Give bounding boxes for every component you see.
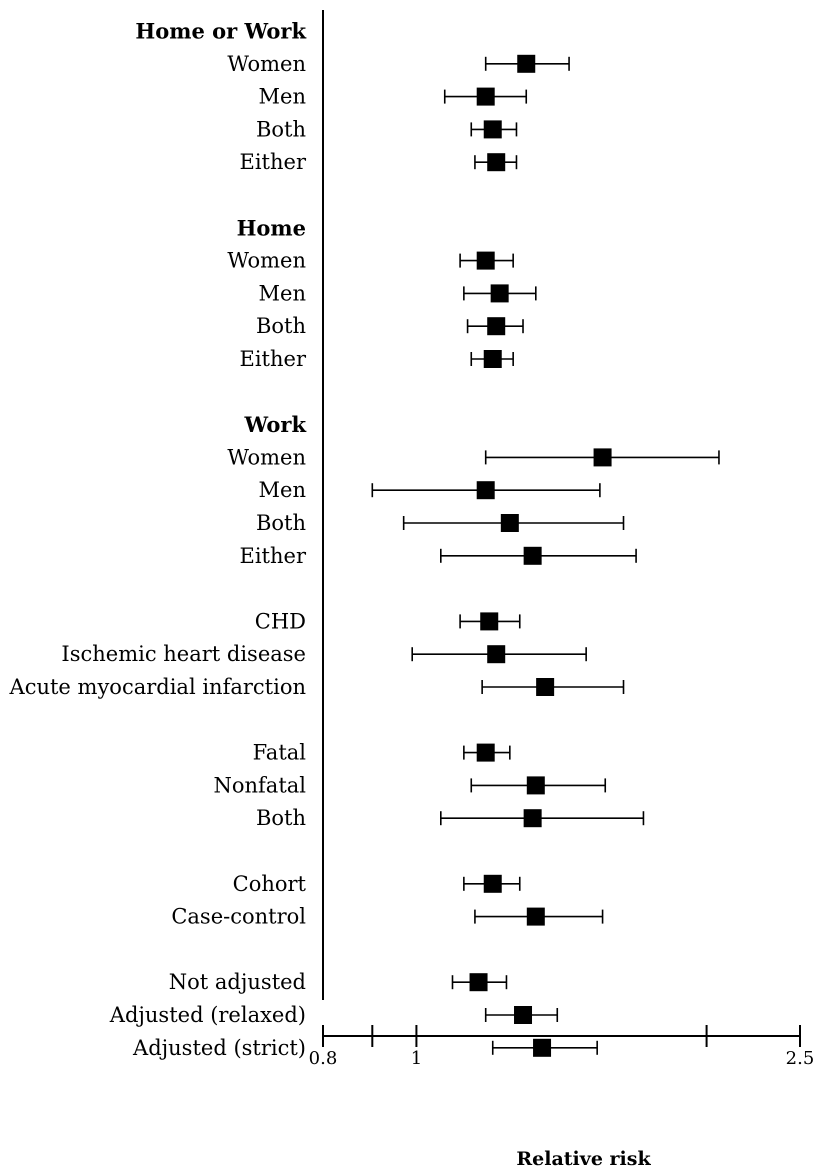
row-label: Fatal bbox=[253, 741, 307, 765]
point-estimate-marker bbox=[500, 514, 519, 532]
point-estimate-marker bbox=[523, 546, 542, 565]
point-estimate-marker bbox=[593, 448, 612, 467]
forest-row: Either bbox=[240, 544, 637, 568]
x-axis: 0.8 1 2.5 Relative risk bbox=[309, 1025, 815, 1170]
point-estimate-marker bbox=[476, 481, 495, 500]
forest-row: Ischemic heart disease bbox=[61, 642, 587, 666]
group-header-row: Home or Work bbox=[135, 19, 306, 44]
forest-row: Adjusted (relaxed) bbox=[109, 1003, 559, 1027]
point-estimate-marker bbox=[476, 251, 495, 270]
row-label: Women bbox=[227, 52, 306, 76]
point-estimate-marker bbox=[533, 1038, 552, 1057]
row-label: Adjusted (strict) bbox=[132, 1036, 306, 1060]
row-label: Nonfatal bbox=[213, 773, 306, 797]
forest-row: Nonfatal bbox=[213, 773, 607, 797]
row-label: Adjusted (relaxed) bbox=[109, 1003, 306, 1027]
row-label: Either bbox=[240, 150, 307, 174]
forest-row: Not adjusted bbox=[169, 970, 508, 994]
x-axis-title: Relative risk bbox=[516, 1148, 651, 1170]
point-estimate-marker bbox=[483, 350, 502, 368]
point-estimate-marker bbox=[526, 776, 545, 795]
row-label: Men bbox=[259, 478, 306, 502]
point-estimate-marker bbox=[483, 874, 502, 893]
forest-row: Adjusted (strict) bbox=[132, 1036, 598, 1060]
point-estimate-marker bbox=[487, 645, 506, 664]
point-estimate-marker bbox=[476, 743, 495, 762]
row-label: Men bbox=[259, 281, 306, 305]
group-header-label: Work bbox=[244, 412, 307, 437]
group-header-row: Home bbox=[237, 215, 306, 240]
row-label: Either bbox=[240, 347, 307, 371]
row-label: Not adjusted bbox=[169, 970, 306, 994]
forest-row: Both bbox=[256, 314, 524, 338]
forest-row: Women bbox=[227, 52, 570, 76]
row-label: Men bbox=[259, 85, 306, 109]
point-estimate-marker bbox=[536, 678, 555, 696]
group-header-row: Work bbox=[244, 412, 307, 437]
point-estimate-marker bbox=[483, 120, 502, 139]
forest-row: Acute myocardial infarction bbox=[9, 675, 625, 699]
point-estimate-marker bbox=[476, 87, 495, 106]
group-header-label: Home or Work bbox=[135, 19, 306, 44]
row-label: CHD bbox=[255, 609, 306, 633]
row-label: Both bbox=[256, 806, 306, 830]
x-tick-label: 1 bbox=[411, 1048, 422, 1069]
row-label: Women bbox=[227, 445, 306, 469]
row-label: Acute myocardial infarction bbox=[9, 675, 306, 699]
x-axis-ticks: 0.8 1 2.5 bbox=[309, 1025, 815, 1069]
point-estimate-marker bbox=[487, 317, 506, 336]
row-label: Both bbox=[256, 314, 306, 338]
forest-row: Women bbox=[227, 445, 720, 469]
x-tick-label: 0.8 bbox=[309, 1048, 338, 1069]
forest-row: Both bbox=[256, 806, 645, 830]
row-label: Either bbox=[240, 544, 307, 568]
x-tick-label: 2.5 bbox=[786, 1048, 815, 1069]
forest-row: Men bbox=[259, 478, 601, 502]
forest-row: Cohort bbox=[233, 872, 521, 896]
point-estimate-marker bbox=[517, 54, 536, 73]
point-estimate-marker bbox=[480, 612, 499, 631]
forest-row: CHD bbox=[255, 609, 521, 633]
point-estimate-marker bbox=[514, 1006, 533, 1024]
point-estimate-marker bbox=[490, 284, 509, 303]
forest-row: Either bbox=[240, 150, 518, 174]
rows-layer: Home or Work Women Men Both Either Home Women M… bbox=[9, 19, 720, 1060]
row-label: Case-control bbox=[171, 905, 306, 929]
row-label: Ischemic heart disease bbox=[61, 642, 306, 666]
forest-row: Both bbox=[256, 511, 625, 535]
row-label: Both bbox=[256, 511, 306, 535]
row-label: Both bbox=[256, 117, 306, 141]
forest-row: Case-control bbox=[171, 905, 604, 929]
forest-row: Both bbox=[256, 117, 518, 141]
row-label: Cohort bbox=[233, 872, 307, 896]
point-estimate-marker bbox=[469, 973, 488, 992]
forest-row: Women bbox=[227, 249, 514, 273]
row-label: Women bbox=[227, 249, 306, 273]
point-estimate-marker bbox=[487, 153, 506, 172]
group-header-label: Home bbox=[237, 215, 306, 240]
forest-row: Men bbox=[259, 281, 537, 305]
point-estimate-marker bbox=[526, 907, 545, 926]
forest-row: Either bbox=[240, 347, 514, 371]
forest-row: Men bbox=[259, 85, 528, 109]
forest-row: Fatal bbox=[253, 741, 511, 765]
point-estimate-marker bbox=[523, 809, 542, 828]
